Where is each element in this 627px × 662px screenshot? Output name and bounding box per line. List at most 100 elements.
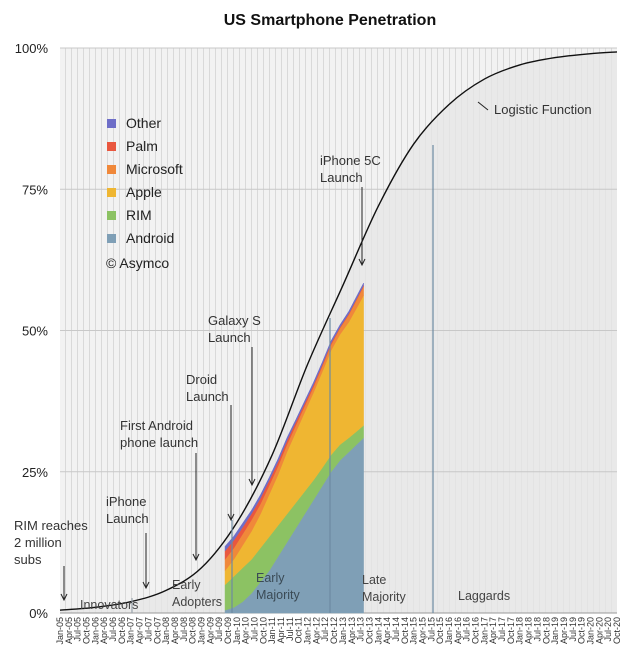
milestone-label: iPhone Launch: [106, 494, 149, 526]
x-tick-label: Oct-16: [471, 617, 481, 644]
x-tick-label: Jul-07: [143, 617, 153, 642]
logistic-curve: Logistic Function: [59, 51, 618, 611]
x-tick-label: Oct-05: [82, 617, 92, 644]
x-tick-label: Jan-16: [444, 617, 454, 645]
vendor-stack-area: [224, 282, 364, 614]
y-tick-label: 0%: [29, 606, 48, 621]
area-other: [224, 282, 364, 552]
legend-swatch-android: [107, 234, 116, 243]
y-tick-label: 75%: [22, 182, 48, 197]
x-tick-label: Apr-09: [205, 617, 215, 644]
milestone-arrow-head: [248, 478, 256, 487]
x-tick-label: Jul-11: [285, 617, 295, 641]
x-tick-label: Oct-08: [188, 617, 198, 644]
x-tick-label: Oct-13: [364, 617, 374, 644]
legend-label-apple: Apple: [126, 184, 162, 200]
legend-label-microsoft: Microsoft: [126, 161, 183, 177]
x-tick-label: Jan-17: [479, 617, 489, 645]
segment-label: Late Majority: [362, 573, 407, 604]
x-tick-label: Jul-14: [391, 617, 401, 642]
x-tick-label: Jan-06: [90, 617, 100, 645]
milestone-arrow-head: [60, 593, 68, 602]
logistic-function-line: [59, 51, 618, 611]
milestone-arrow-head: [358, 258, 366, 267]
x-tick-label: Jan-05: [55, 617, 65, 645]
x-tick-label: Oct-07: [152, 617, 162, 644]
x-tick-label: Oct-17: [506, 617, 516, 644]
x-tick-label: Jan-12: [303, 617, 313, 645]
x-tick-label: Jan-10: [232, 617, 242, 645]
x-tick-label: Apr-14: [382, 617, 392, 644]
x-tick-label: Jan-14: [373, 617, 383, 645]
x-tick-label: Jul-12: [320, 617, 330, 642]
x-tick-label: Jul-10: [250, 617, 260, 642]
x-tick-label: Jan-18: [515, 617, 525, 645]
x-tick-label: Jul-13: [356, 617, 366, 642]
annotations: RIM reaches 2 million subs iPhone Launch Firs…: [14, 145, 510, 613]
milestone-arrow-head: [142, 581, 150, 590]
x-tick-label: Jan-19: [550, 617, 560, 645]
x-tick-label: Jan-15: [409, 617, 419, 645]
y-tick-label: 25%: [22, 465, 48, 480]
x-tick-label: Oct-10: [258, 617, 268, 644]
milestone-arrow-head: [227, 513, 235, 522]
segment-label: Early Adopters: [172, 578, 222, 609]
x-tick-label: Jan-13: [338, 617, 348, 645]
x-tick-label: Oct-09: [223, 617, 233, 644]
x-tick-label: Jul-05: [73, 617, 83, 642]
milestone-label: iPhone 5C Launch: [320, 153, 381, 185]
segment-label: Early Majority: [256, 571, 301, 602]
x-tick-label: Apr-16: [453, 617, 463, 644]
x-tick-label: Apr-15: [417, 617, 427, 644]
x-tick-label: Jul-18: [532, 617, 542, 642]
chart-title: US Smartphone Penetration: [224, 12, 436, 29]
x-tick-label: Oct-20: [612, 617, 622, 644]
x-tick-label: Apr-12: [311, 617, 321, 644]
x-tick-label: Jul-20: [603, 617, 613, 642]
x-tick-label: Oct-19: [577, 617, 587, 644]
segment-label: Laggards: [458, 589, 510, 603]
x-tick-label: Oct-15: [435, 617, 445, 644]
copyright-label: © Asymco: [106, 255, 169, 271]
x-tick-label: Oct-06: [117, 617, 127, 644]
milestone-arrow-head: [192, 553, 200, 562]
logistic-function-label: Logistic Function: [494, 102, 592, 117]
x-tick-label: Apr-06: [99, 617, 109, 644]
milestone-label: First Android phone launch: [120, 418, 198, 450]
legend-label-android: Android: [126, 230, 174, 246]
x-tick-label: Jul-15: [426, 617, 436, 642]
x-tick-label: Apr-19: [559, 617, 569, 644]
x-tick-label: Jul-09: [214, 617, 224, 642]
x-tick-label: Oct-12: [329, 617, 339, 644]
legend-swatch-microsoft: [107, 165, 116, 174]
x-tick-label: Jul-08: [179, 617, 189, 642]
x-tick-label: Oct-11: [294, 617, 304, 643]
legend-swatch-palm: [107, 142, 116, 151]
legend-label-other: Other: [126, 115, 161, 131]
x-tick-label: Apr-20: [594, 617, 604, 644]
x-tick-label: Apr-17: [488, 617, 498, 644]
legend-label-palm: Palm: [126, 138, 158, 154]
x-tick-label: Apr-11: [276, 617, 286, 643]
x-axis: Jan-05Apr-05Jul-05Oct-05Jan-06Apr-06Jul-…: [55, 617, 622, 645]
x-tick-label: Jan-09: [196, 617, 206, 645]
x-tick-label: Jul-17: [497, 617, 507, 642]
x-tick-label: Jan-11: [267, 617, 277, 644]
legend-swatch-rim: [107, 211, 116, 220]
x-tick-label: Jan-08: [161, 617, 171, 645]
x-tick-label: Jan-20: [585, 617, 595, 645]
x-tick-label: Oct-14: [400, 617, 410, 644]
y-tick-label: 50%: [22, 324, 48, 339]
legend-swatch-other: [107, 119, 116, 128]
x-tick-label: Jul-06: [108, 617, 118, 642]
milestone-label: Droid Launch: [186, 372, 229, 404]
x-tick-label: Jan-07: [126, 617, 136, 645]
x-tick-label: Jul-16: [462, 617, 472, 642]
x-tick-label: Apr-08: [170, 617, 180, 644]
milestone-label: RIM reaches 2 million subs: [14, 518, 88, 567]
x-tick-label: Apr-05: [64, 617, 74, 644]
x-tick-label: Apr-13: [347, 617, 357, 644]
segment-label: Innovators: [80, 598, 138, 612]
legend-label-rim: RIM: [126, 207, 152, 223]
